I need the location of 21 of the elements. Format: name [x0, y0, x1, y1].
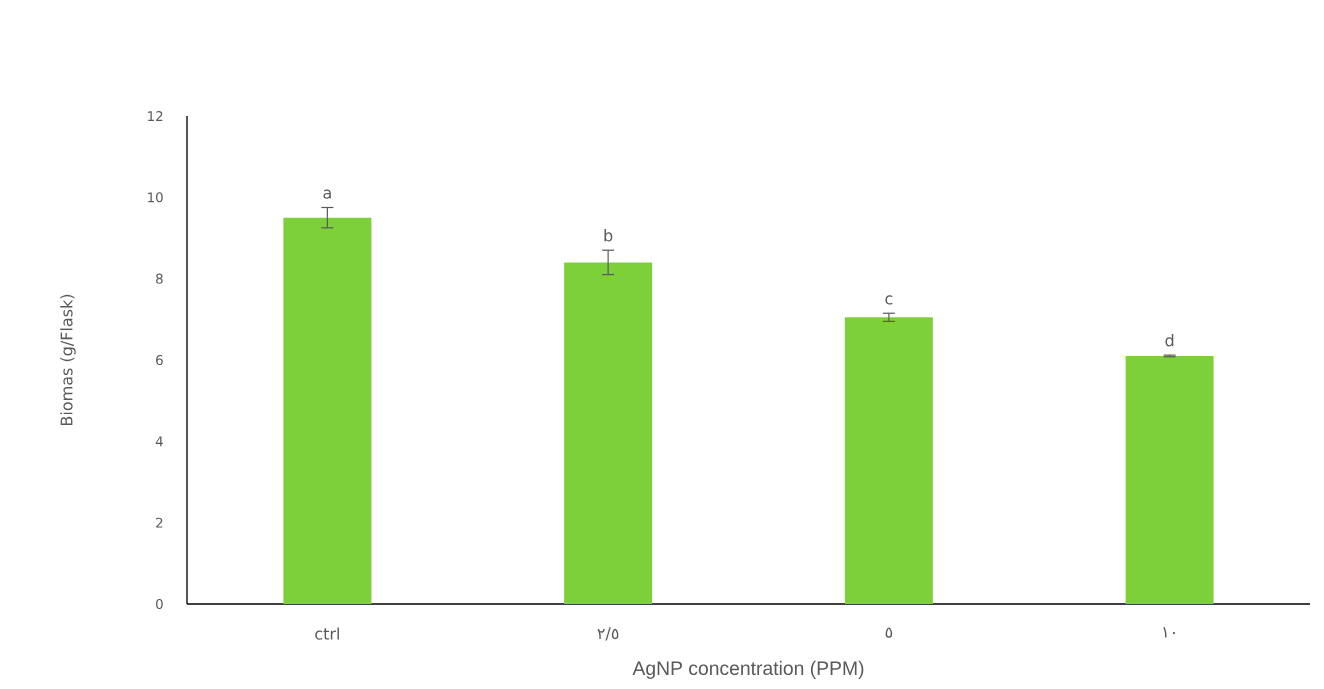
y-tick-label: 2	[156, 517, 163, 528]
bar	[283, 217, 372, 604]
annotation: a	[323, 189, 331, 199]
annotation: b	[604, 229, 613, 242]
x-tick-label: ١٠	[1163, 627, 1175, 638]
x-tick-label: ٥	[885, 627, 893, 638]
y-tick-label: 8	[156, 273, 163, 284]
annotation: c	[885, 295, 893, 305]
y-tick-label: 4	[155, 436, 163, 447]
y-tick-label: 10	[148, 192, 163, 203]
bar	[564, 262, 653, 604]
x-axis-title: AgNP concentration (PPM)	[632, 660, 864, 679]
y-tick-label: 0	[156, 598, 163, 610]
y-tick-label: 6	[156, 354, 163, 366]
y-axis-title: Biomas (g/Flask)	[60, 294, 76, 425]
annotation: d	[1165, 334, 1174, 347]
x-tick-label: ctrl	[315, 627, 339, 640]
bar	[1125, 355, 1214, 604]
bar	[844, 317, 933, 604]
y-tick-label: 12	[148, 111, 163, 121]
x-tick-label: ٢/٥	[597, 627, 619, 641]
